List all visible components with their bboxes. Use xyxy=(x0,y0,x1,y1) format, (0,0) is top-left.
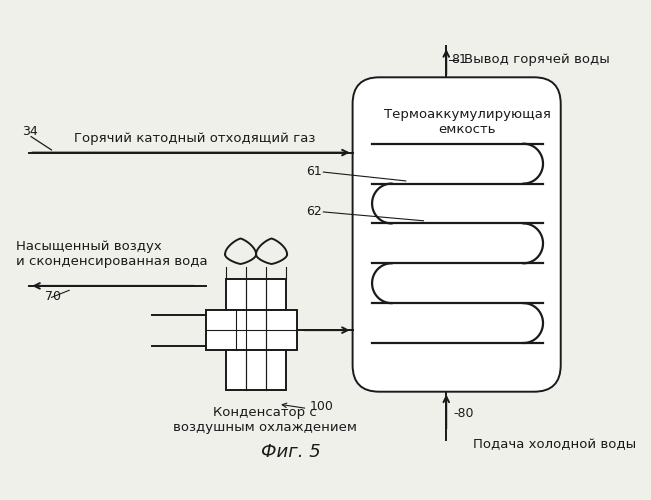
Text: Конденсатор с
воздушным охлаждением: Конденсатор с воздушным охлаждением xyxy=(173,406,357,434)
Text: Горячий катодный отходящий газ: Горячий катодный отходящий газ xyxy=(74,132,315,145)
Bar xyxy=(226,279,286,310)
Text: Вывод горячей воды: Вывод горячей воды xyxy=(464,53,610,66)
Text: 61: 61 xyxy=(306,164,322,177)
Bar xyxy=(206,310,297,350)
Bar xyxy=(226,350,286,390)
Text: 81: 81 xyxy=(450,53,467,66)
Text: 62: 62 xyxy=(306,204,322,218)
Text: 70: 70 xyxy=(46,290,61,303)
Text: Фиг. 5: Фиг. 5 xyxy=(261,443,320,461)
Text: 34: 34 xyxy=(22,125,38,138)
Text: 100: 100 xyxy=(309,400,333,413)
Text: Термоаккумулирующая
емкость: Термоаккумулирующая емкость xyxy=(383,108,551,136)
Text: Насыщенный воздух
и сконденсированная вода: Насыщенный воздух и сконденсированная во… xyxy=(16,240,208,268)
Text: Подача холодной воды: Подача холодной воды xyxy=(473,438,636,452)
FancyBboxPatch shape xyxy=(353,78,561,392)
Text: -80: -80 xyxy=(453,408,474,420)
